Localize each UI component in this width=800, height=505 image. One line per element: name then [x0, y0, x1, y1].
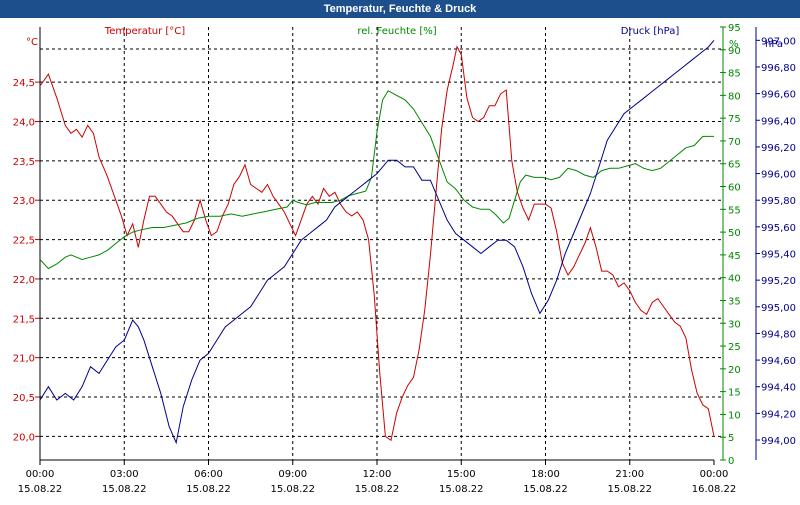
line-chart: 00:00 15.08.22 03:00 15.08.22 06:00 15.08.22 0…: [0, 18, 800, 500]
x-tick-time-label: 06:00: [194, 469, 223, 480]
right-tick-label: 996,20: [761, 143, 796, 154]
right-tick-label: 995,00: [761, 303, 796, 314]
left-tick-label: 22,5: [13, 236, 35, 247]
right-tick-label: 996,80: [761, 63, 796, 74]
middle-tick-label: 95: [728, 23, 741, 34]
middle-tick-label: 15: [728, 388, 741, 399]
x-tick-time-label: 18:00: [531, 469, 560, 480]
humidity-series-title: rel. Feuchte [%]: [357, 26, 436, 37]
left-tick-label: 24,5: [13, 78, 35, 89]
right-tick-label: 997,00: [761, 36, 796, 47]
left-tick-label: 22,0: [13, 275, 35, 286]
right-tick-label: 994,40: [761, 383, 796, 394]
x-tick-date-label: 15.08.22: [102, 484, 147, 495]
x-tick-time-label: 12:00: [363, 469, 392, 480]
middle-tick-label: 60: [728, 183, 741, 194]
axis-labels: 00:00 15.08.22 03:00 15.08.22 06:00 15.08.22 0…: [13, 23, 796, 495]
x-tick-time-label: 21:00: [615, 469, 644, 480]
left-tick-label: 20,5: [13, 393, 35, 404]
chart-background: [0, 18, 800, 500]
right-axis-unit-label: hPa: [765, 39, 783, 50]
left-tick-label: 21,5: [13, 314, 35, 325]
x-tick-date-label: 15.08.22: [18, 484, 63, 495]
right-tick-label: 996,60: [761, 90, 796, 101]
x-tick-time-label: 00:00: [700, 469, 729, 480]
right-tick-label: 995,60: [761, 223, 796, 234]
humidity-line: [39, 90, 714, 270]
right-tick-label: 996,00: [761, 170, 796, 181]
window-title: Temperatur, Feuchte & Druck: [0, 0, 800, 18]
x-tick-date-label: 15.08.22: [523, 484, 568, 495]
x-tick-date-label: 15.08.22: [270, 484, 315, 495]
middle-tick-label: 75: [728, 114, 741, 125]
chart-area: 00:00 15.08.22 03:00 15.08.22 06:00 15.08.22 0…: [0, 18, 800, 500]
middle-tick-label: 20: [728, 365, 741, 376]
x-tick-time-label: 00:00: [26, 469, 55, 480]
x-tick-date-label: 16.08.22: [692, 484, 737, 495]
x-tick-date-label: 15.08.22: [439, 484, 484, 495]
middle-tick-label: 55: [728, 205, 741, 216]
pressure-series-title: Druck [hPa]: [621, 26, 680, 37]
x-tick-time-label: 03:00: [110, 469, 139, 480]
pressure-line: [39, 39, 715, 445]
x-tick-date-label: 15.08.22: [607, 484, 652, 495]
middle-tick-label: 40: [728, 274, 741, 285]
middle-tick-label: 35: [728, 296, 741, 307]
axes: [35, 26, 760, 465]
left-tick-label: 24,0: [13, 117, 35, 128]
middle-tick-label: 45: [728, 251, 741, 262]
middle-tick-label: 5: [728, 433, 734, 444]
left-tick-label: 20,0: [13, 432, 35, 443]
middle-tick-label: 25: [728, 342, 741, 353]
x-tick-date-label: 15.08.22: [355, 484, 400, 495]
right-tick-label: 994,00: [761, 436, 796, 447]
middle-tick-label: 90: [728, 46, 741, 57]
temperature-series-title: Temperatur [°C]: [104, 26, 185, 37]
middle-tick-label: 80: [728, 91, 741, 102]
middle-tick-label: 85: [728, 69, 741, 80]
right-tick-label: 995,40: [761, 249, 796, 260]
left-tick-label: 23,0: [13, 196, 35, 207]
middle-axis-unit-label: %: [729, 39, 739, 50]
x-tick-time-label: 09:00: [278, 469, 307, 480]
right-tick-label: 994,60: [761, 356, 796, 367]
x-tick-time-label: 15:00: [447, 469, 476, 480]
middle-tick-label: 65: [728, 160, 741, 171]
right-tick-label: 994,80: [761, 329, 796, 340]
temperature-line: [39, 45, 715, 442]
middle-tick-label: 10: [728, 410, 741, 421]
middle-tick-label: 70: [728, 137, 741, 148]
right-tick-label: 994,20: [761, 409, 796, 420]
x-tick-date-label: 15.08.22: [186, 484, 231, 495]
middle-tick-label: 30: [728, 319, 741, 330]
grid: [40, 27, 722, 460]
left-tick-label: 23,5: [13, 157, 35, 168]
left-tick-label: 21,0: [13, 354, 35, 365]
middle-tick-label: 0: [728, 456, 734, 467]
series-lines: [39, 39, 715, 445]
left-axis-unit-label: °C: [26, 37, 38, 48]
right-tick-label: 995,80: [761, 196, 796, 207]
right-tick-label: 996,40: [761, 116, 796, 127]
middle-tick-label: 50: [728, 228, 741, 239]
right-tick-label: 995,20: [761, 276, 796, 287]
